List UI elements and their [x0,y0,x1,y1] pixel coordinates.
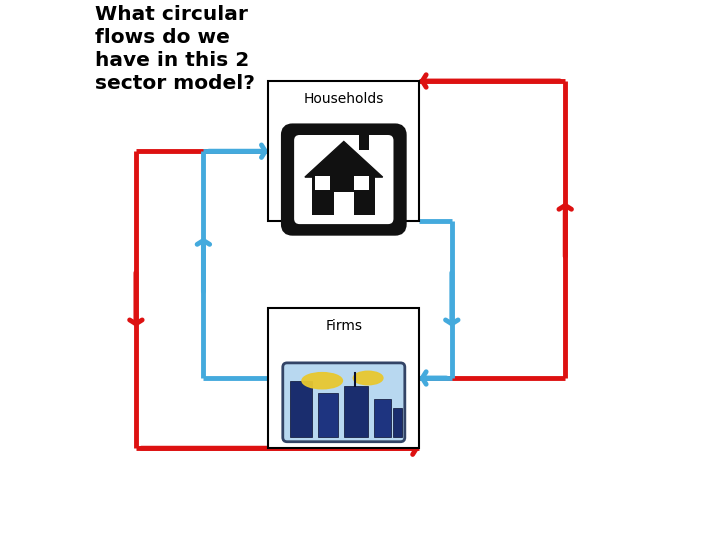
Text: Households: Households [304,92,384,106]
FancyBboxPatch shape [284,127,403,232]
FancyBboxPatch shape [393,408,402,437]
FancyBboxPatch shape [268,308,419,448]
FancyBboxPatch shape [374,399,391,437]
FancyBboxPatch shape [268,81,419,221]
FancyBboxPatch shape [283,363,405,442]
Polygon shape [305,141,383,177]
Ellipse shape [302,373,343,389]
FancyBboxPatch shape [312,176,375,215]
FancyBboxPatch shape [359,135,369,150]
FancyBboxPatch shape [294,135,393,224]
Text: Firms: Firms [325,319,362,333]
FancyBboxPatch shape [354,176,369,190]
Text: What circular
flows do we
have in this 2
sector model?: What circular flows do we have in this 2… [95,5,256,93]
FancyBboxPatch shape [318,393,338,437]
FancyBboxPatch shape [344,386,368,437]
FancyBboxPatch shape [334,192,354,215]
FancyBboxPatch shape [315,176,330,190]
FancyBboxPatch shape [289,381,312,437]
Ellipse shape [354,372,383,384]
